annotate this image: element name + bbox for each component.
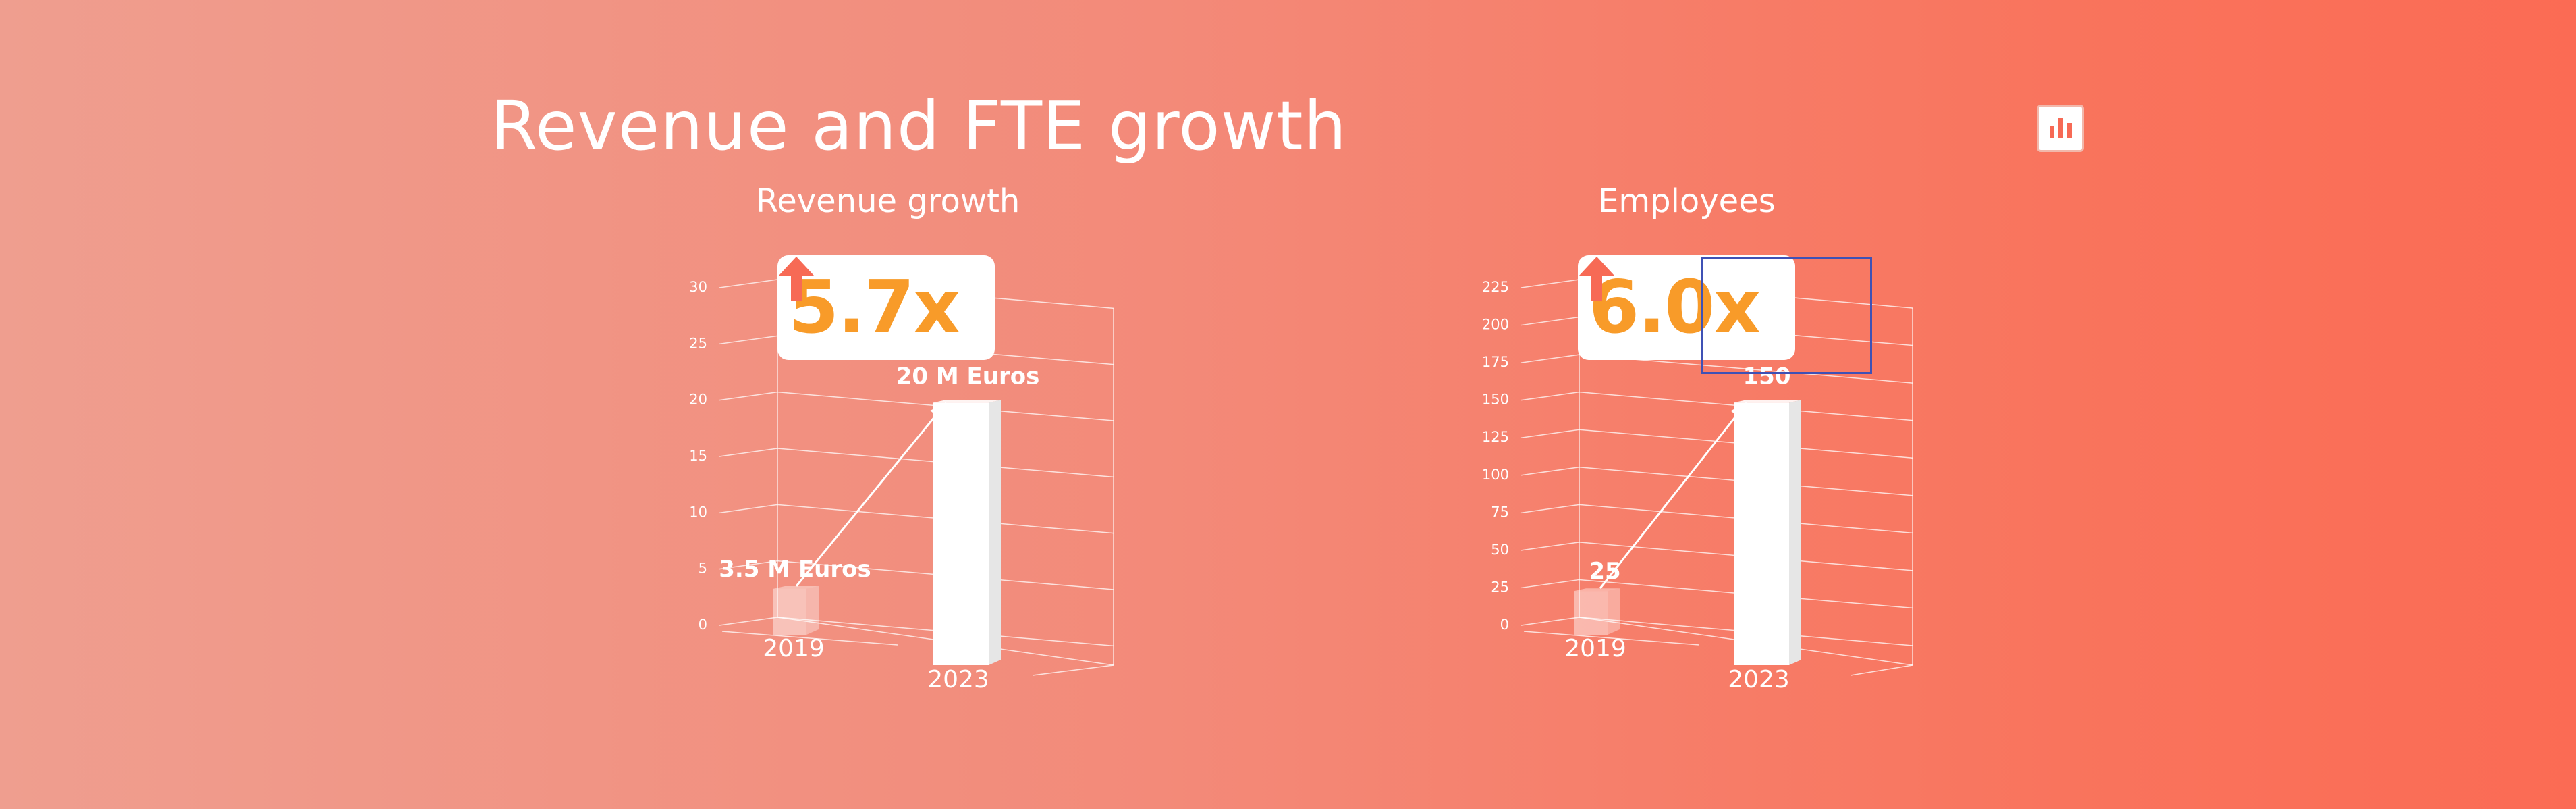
- growth-badge: 6.0x: [1578, 255, 1795, 360]
- y-tick-label: 30: [689, 279, 707, 295]
- floor-line: [1850, 664, 1913, 676]
- bar: [933, 402, 989, 665]
- growth-arrow-head: [1730, 402, 1747, 420]
- y-tick-label: 200: [1482, 317, 1509, 333]
- gridline: [1520, 316, 1580, 326]
- data-label: 150: [1743, 363, 1791, 390]
- gridline: [1520, 391, 1580, 401]
- gridline: [719, 279, 778, 288]
- growth-arrow: [795, 402, 948, 587]
- growth-factor: 5.7x: [788, 265, 960, 350]
- data-label: 3.5 M Euros: [719, 556, 871, 583]
- selection-box[interactable]: [1701, 257, 1872, 374]
- bar-side: [806, 585, 819, 635]
- gridline: [1520, 504, 1580, 514]
- bar-side: [1789, 400, 1801, 665]
- y-tick-label: 125: [1482, 429, 1509, 445]
- bar-top: [773, 585, 819, 589]
- y-tick-label: 100: [1482, 467, 1509, 483]
- y-tick-label: 175: [1482, 354, 1509, 370]
- bar-top: [933, 400, 1001, 403]
- gridline: [719, 504, 778, 514]
- growth-arrow-head: [930, 402, 946, 420]
- floor-line: [1032, 664, 1114, 676]
- page-title: Revenue and FTE growth: [491, 86, 1347, 165]
- gridline: [1520, 542, 1580, 551]
- bar-chart-icon-bar: [2058, 118, 2063, 138]
- y-tick-label: 225: [1482, 279, 1509, 295]
- chart-settings-button[interactable]: [2037, 105, 2084, 152]
- y-tick-label: 0: [1500, 617, 1509, 633]
- x-tick-label: 2023: [1728, 666, 1790, 694]
- bar-side: [989, 400, 1001, 665]
- bar: [1574, 591, 1608, 635]
- data-label: 20 M Euros: [896, 363, 1040, 390]
- chart-title: Employees: [1598, 182, 1776, 220]
- bar-top: [1574, 588, 1620, 592]
- y-tick-label: 25: [1491, 579, 1509, 595]
- bar-chart-icon-bar: [2066, 123, 2072, 138]
- gridline: [1520, 354, 1580, 363]
- arrow-up-icon: [1579, 257, 1614, 301]
- x-tick-label: 2019: [1564, 635, 1626, 662]
- growth-badge: 5.7x: [777, 255, 995, 360]
- y-tick-label: 15: [689, 448, 707, 464]
- floor-line: [721, 631, 898, 646]
- bar-chart-icon-bar: [2049, 126, 2054, 138]
- growth-arrow: [1599, 402, 1748, 590]
- gridline: [719, 335, 778, 345]
- bar: [1734, 402, 1789, 665]
- gridline: [719, 617, 778, 626]
- gridline: [719, 448, 778, 457]
- x-tick-label: 2023: [927, 666, 989, 694]
- floor-line: [1523, 631, 1700, 646]
- gridline: [719, 560, 778, 570]
- y-tick-label: 5: [698, 560, 707, 577]
- data-label: 25: [1589, 558, 1620, 585]
- arrow-up-icon: [779, 257, 814, 301]
- y-tick-label: 75: [1491, 504, 1509, 520]
- chart-title: Revenue growth: [756, 182, 1020, 220]
- y-tick-label: 0: [698, 617, 707, 633]
- gridline: [719, 391, 778, 401]
- y-tick-label: 50: [1491, 542, 1509, 558]
- growth-factor: 6.0x: [1589, 265, 1761, 350]
- gridline: [1520, 467, 1580, 476]
- bar-top: [1734, 400, 1801, 403]
- y-tick-label: 10: [689, 504, 707, 520]
- y-tick-label: 150: [1482, 392, 1509, 408]
- y-tick-label: 25: [689, 335, 707, 351]
- gridline: [1520, 279, 1580, 288]
- y-tick-label: 20: [689, 392, 707, 408]
- gridline: [1520, 429, 1580, 438]
- gridline: [1520, 617, 1580, 626]
- bar: [773, 588, 806, 635]
- bar-side: [1608, 588, 1620, 635]
- x-tick-label: 2019: [763, 635, 825, 662]
- gridline: [1520, 579, 1580, 589]
